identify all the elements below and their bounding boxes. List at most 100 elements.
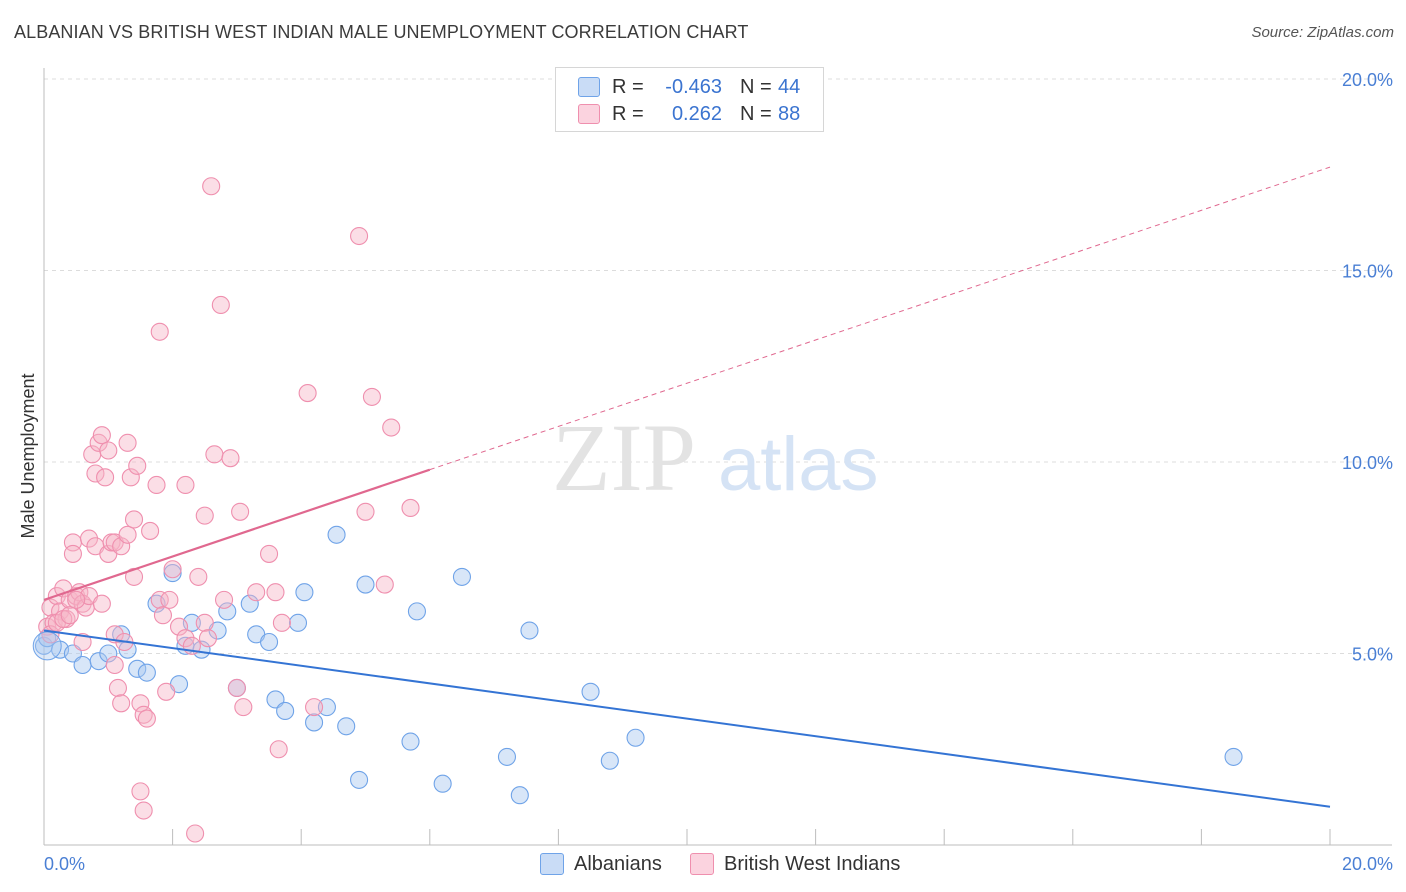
data-point: [92, 594, 111, 613]
y-tick-label: 10.0%: [1342, 453, 1393, 473]
data-point: [247, 583, 266, 602]
data-point: [112, 694, 131, 713]
data-point: [105, 655, 124, 675]
data-point: [234, 698, 253, 717]
y-axis-label: Male Unemployment: [18, 373, 38, 538]
series-albanians: [34, 525, 1243, 805]
data-point: [305, 713, 324, 732]
data-point: [266, 583, 285, 602]
data-point: [163, 560, 182, 579]
data-point: [86, 464, 105, 483]
legend-item-british-west-indians[interactable]: British West Indians: [690, 852, 900, 876]
data-point: [497, 747, 517, 766]
data-point: [350, 226, 369, 246]
y-tick-label: 20.0%: [1342, 70, 1393, 90]
n-label: N =: [740, 75, 772, 98]
source-label: Source: ZipAtlas.com: [1251, 24, 1394, 41]
data-point: [198, 629, 218, 648]
stats-legend: R = -0.463 N = 44 R = 0.262 N = 88: [555, 67, 824, 132]
legend-row-british-west-indians: R = 0.262 N = 88: [578, 101, 800, 127]
data-point: [295, 583, 314, 602]
trend-lines: [43, 166, 1331, 808]
data-point: [79, 529, 99, 548]
data-point: [137, 663, 156, 682]
data-point: [327, 525, 346, 544]
watermark-atlas: atlas: [718, 422, 879, 507]
data-point: [131, 694, 150, 713]
data-point: [401, 732, 420, 751]
data-point: [147, 475, 166, 495]
n-value: 44: [778, 75, 801, 98]
data-point: [41, 598, 60, 617]
n-label: N =: [740, 102, 772, 125]
data-point: [195, 613, 214, 632]
data-point: [60, 606, 79, 625]
albanians-swatch: [578, 77, 600, 97]
data-point: [337, 717, 356, 736]
data-point: [192, 640, 211, 659]
data-point: [195, 506, 214, 525]
data-point: [176, 629, 195, 648]
data-point: [350, 770, 369, 789]
data-point: [211, 295, 230, 315]
axes: [43, 68, 1392, 846]
data-point: [73, 655, 92, 675]
data-point: [121, 468, 140, 487]
data-point: [401, 498, 420, 518]
series-british-west-indians: [38, 177, 420, 843]
n-value: 88: [778, 102, 801, 125]
legend-item-albanians[interactable]: Albanians: [540, 852, 662, 876]
data-point: [124, 510, 144, 529]
data-point: [108, 678, 127, 698]
albanians-legend-label: Albanians: [574, 852, 662, 875]
y-tick-label: 5.0%: [1352, 645, 1393, 665]
albanians-legend-swatch: [540, 853, 564, 875]
british-west-indians-swatch: [578, 104, 600, 124]
data-point: [163, 564, 182, 583]
data-point: [153, 606, 173, 625]
data-point: [92, 426, 111, 445]
data-point: [176, 475, 195, 495]
data-point: [131, 782, 150, 801]
data-point: [137, 709, 156, 728]
data-point: [272, 613, 291, 632]
data-point: [150, 590, 169, 609]
data-point: [305, 698, 324, 717]
r-value: 0.262: [671, 102, 722, 125]
data-point: [221, 449, 240, 468]
data-point: [160, 590, 179, 609]
data-point: [73, 632, 92, 652]
data-point: [375, 575, 394, 594]
data-point: [189, 567, 208, 586]
data-point: [259, 544, 279, 563]
watermark: ZIP atlas: [552, 404, 879, 511]
data-point: [99, 441, 118, 460]
data-point: [356, 502, 375, 521]
watermark-zip: ZIP: [552, 404, 696, 511]
trend-line-british-west-indians: [43, 468, 431, 601]
data-point: [382, 418, 401, 437]
trend-line-albanians: [43, 629, 1331, 808]
british-west-indians-legend-label: British West Indians: [724, 852, 901, 875]
data-point: [157, 682, 176, 701]
data-point: [99, 644, 118, 663]
data-point: [118, 433, 137, 452]
grid-lines: [44, 78, 1392, 654]
r-value: -0.463: [665, 75, 722, 98]
data-point: [581, 682, 600, 701]
data-point: [452, 567, 472, 586]
data-point: [356, 575, 375, 594]
data-point: [269, 740, 288, 759]
data-point: [32, 631, 62, 661]
data-points: [32, 177, 1243, 843]
data-point: [298, 384, 317, 403]
data-point: [288, 613, 308, 632]
data-point: [240, 594, 259, 613]
data-point: [202, 177, 221, 196]
data-point: [63, 544, 82, 563]
chart-title: ALBANIAN VS BRITISH WEST INDIAN MALE UNE…: [14, 22, 749, 42]
data-point: [433, 774, 452, 793]
data-point: [407, 602, 426, 621]
data-point: [259, 632, 279, 652]
